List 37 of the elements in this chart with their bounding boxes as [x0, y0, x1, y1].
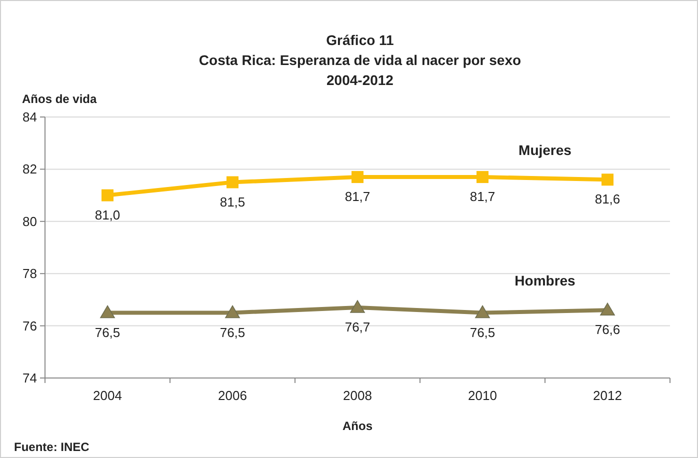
- point: [600, 302, 615, 316]
- point: [602, 174, 614, 186]
- x-tick-label: 2004: [93, 388, 122, 403]
- data-label: 76,7: [344, 320, 370, 335]
- data-label: 81,0: [94, 207, 120, 222]
- x-tick-label: 2008: [343, 388, 372, 403]
- series-label: Hombres: [514, 272, 576, 289]
- data-label: 76,6: [594, 322, 620, 338]
- data-label: 76,5: [470, 324, 496, 340]
- y-tick-label: 76: [22, 318, 37, 334]
- point: [475, 305, 490, 318]
- data-label: 81,6: [594, 192, 620, 207]
- x-tick-label: 2006: [218, 388, 247, 403]
- point: [226, 176, 238, 188]
- y-tick-label: 84: [22, 110, 37, 124]
- y-tick-label: 78: [22, 266, 37, 282]
- data-label: 76,5: [94, 324, 120, 340]
- point: [100, 305, 115, 318]
- y-tick-label: 80: [22, 214, 37, 229]
- x-axis-title: Años: [342, 419, 373, 433]
- point: [352, 171, 364, 184]
- data-label: 81,5: [220, 194, 246, 210]
- chart-title: Gráfico 11 Costa Rica: Esperanza de vida al nacer por sexo 2004-2012: [198, 32, 522, 88]
- data-label: 81,7: [344, 189, 370, 204]
- point: [476, 171, 488, 184]
- data-label: 76,5: [220, 324, 246, 340]
- x-tick-label: 2010: [468, 388, 497, 403]
- point: [225, 305, 240, 318]
- y-axis-title: Años de vida: [22, 92, 98, 106]
- y-tick-label: 82: [22, 162, 37, 177]
- x-tick-label: 2012: [593, 388, 622, 403]
- point: [102, 189, 114, 202]
- point: [350, 300, 365, 313]
- series-label: Mujeres: [518, 142, 572, 158]
- y-tick-label: 74: [22, 370, 37, 386]
- source-note: Fuente: INEC: [14, 440, 90, 454]
- data-label: 81,7: [470, 189, 496, 204]
